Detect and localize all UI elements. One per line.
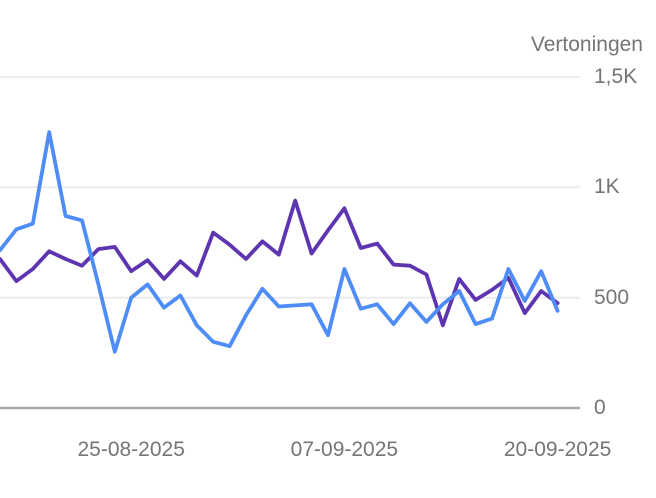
metric-label: Vertoningen (530, 33, 643, 56)
series-line-blue (0, 130, 560, 354)
y-axis-tick-0: 0 (594, 396, 606, 419)
y-axis-tick-500: 500 (594, 285, 630, 309)
y-axis-tick-1-5k: 1,5K (594, 65, 638, 88)
x-axis-tick-25-08: 25-08-2025 (77, 438, 185, 461)
y-axis-tick-1k: 1K (594, 175, 620, 199)
x-axis-tick-07-09: 07-09-2025 (290, 438, 399, 461)
gridlines (0, 76, 580, 410)
series-line-purple (0, 198, 560, 328)
x-axis-tick-20-09: 20-09-2025 (503, 438, 612, 461)
series-lines (0, 130, 560, 354)
